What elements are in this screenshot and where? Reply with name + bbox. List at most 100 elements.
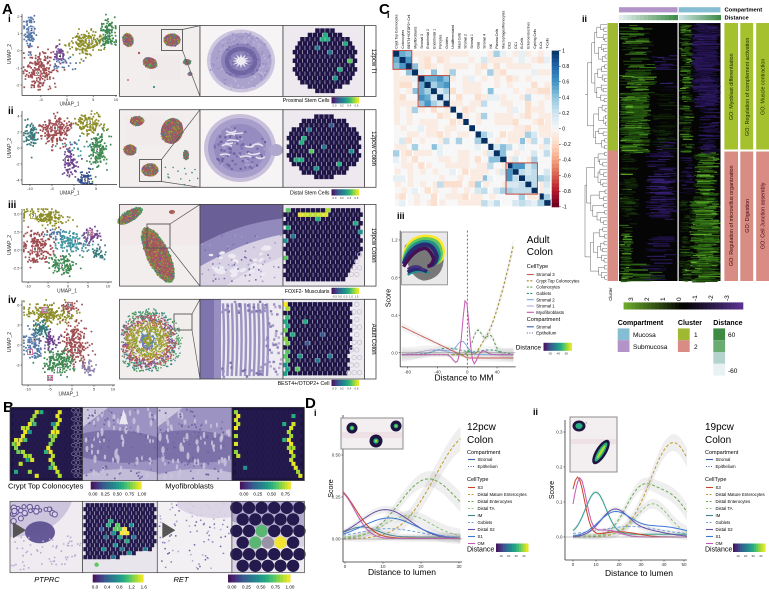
svg-text:-40: -40: [434, 369, 441, 374]
svg-text:-0.4: -0.4: [562, 158, 571, 164]
svg-text:UMAP_1: UMAP_1: [58, 392, 78, 398]
svg-text:-80: -80: [404, 369, 411, 374]
svg-text:0.00: 0.00: [89, 492, 98, 497]
svg-text:30: 30: [456, 564, 462, 569]
svg-text:20: 20: [616, 562, 622, 567]
svg-text:Macrophages/Monocytes: Macrophages/Monocytes: [501, 10, 505, 48]
svg-text:-4: -4: [16, 178, 20, 183]
svg-text:10: 10: [106, 284, 111, 289]
svg-text:0: 0: [34, 247, 37, 252]
svg-text:Goblets: Goblets: [445, 37, 449, 49]
svg-text:Mucosa: Mucosa: [633, 332, 656, 339]
svg-text:0.0: 0.0: [333, 196, 337, 200]
svg-text:1.00: 1.00: [286, 585, 295, 590]
svg-text:2: 2: [30, 27, 33, 32]
svg-text:Distance: Distance: [467, 547, 494, 554]
svg-text:Pericytes: Pericytes: [439, 34, 443, 48]
svg-text:-5: -5: [46, 284, 50, 289]
svg-text:1: 1: [694, 332, 698, 339]
svg-text:-2: -2: [708, 295, 715, 301]
svg-text:10: 10: [499, 554, 503, 558]
svg-text:3: 3: [17, 323, 20, 328]
svg-text:CellType: CellType: [705, 477, 726, 483]
svg-text:40: 40: [495, 369, 501, 374]
svg-text:2: 2: [694, 344, 698, 351]
svg-text:-3: -3: [724, 295, 731, 301]
svg-text:GO: Cell Junction assembly: GO: Cell Junction assembly: [761, 182, 767, 249]
svg-text:0.50: 0.50: [113, 492, 122, 497]
svg-text:iv: iv: [8, 295, 17, 306]
svg-text:0: 0: [572, 562, 575, 567]
svg-text:0.75: 0.75: [125, 492, 134, 497]
svg-text:0.2: 0.2: [340, 386, 344, 390]
svg-text:Proximal Stem Cells: Proximal Stem Cells: [283, 98, 330, 104]
svg-text:0.0: 0.0: [92, 585, 99, 590]
svg-text:GO: Muscle contraction: GO: Muscle contraction: [761, 59, 767, 115]
svg-text:iii: iii: [8, 200, 17, 211]
svg-text:Distal S2: Distal S2: [478, 527, 496, 532]
svg-text:Score: Score: [328, 479, 335, 497]
svg-text:Colon: Colon: [705, 435, 731, 446]
svg-text:Stromal: Stromal: [716, 457, 731, 462]
svg-text:-40: -40: [556, 352, 560, 356]
svg-text:6: 6: [17, 303, 20, 308]
svg-text:1.0: 1.0: [349, 294, 353, 298]
svg-text:DC2: DC2: [508, 42, 512, 49]
svg-text:0.6: 0.6: [355, 196, 359, 200]
svg-text:0.50: 0.50: [257, 585, 266, 590]
svg-text:5: 5: [84, 178, 87, 183]
svg-text:Myofibroblasts: Myofibroblasts: [536, 310, 564, 315]
svg-text:BEST4+/OTOP2+ Cell: BEST4+/OTOP2+ Cell: [278, 381, 330, 387]
svg-text:BEST4+/OTOP2+ Cell: BEST4+/OTOP2+ Cell: [407, 14, 411, 48]
svg-text:Endothelial 2: Endothelial 2: [426, 29, 430, 49]
svg-text:-5: -5: [39, 97, 43, 102]
svg-text:S1: S1: [478, 534, 484, 539]
svg-text:0.4: 0.4: [562, 95, 569, 101]
svg-text:2: 2: [17, 14, 20, 19]
svg-text:Undifferentiated: Undifferentiated: [451, 25, 455, 49]
svg-text:0: 0: [562, 127, 565, 133]
svg-text:0.75: 0.75: [281, 492, 290, 497]
svg-text:-0.8: -0.8: [562, 189, 571, 195]
svg-text:0: 0: [17, 146, 20, 151]
svg-text:0.50: 0.50: [267, 492, 276, 497]
svg-text:10: 10: [111, 387, 116, 392]
svg-text:Compartment: Compartment: [618, 320, 664, 327]
svg-text:7: 7: [32, 214, 35, 219]
svg-text:ii: ii: [533, 407, 538, 417]
svg-text:Endothelial 1: Endothelial 1: [432, 29, 436, 49]
svg-text:0.0: 0.0: [391, 351, 398, 356]
svg-text:0.4: 0.4: [347, 196, 351, 200]
svg-text:0.25: 0.25: [242, 585, 251, 590]
svg-text:GO: Myoblast differentiation: GO: Myoblast differentiation: [729, 53, 735, 120]
svg-text:Distance to lumen: Distance to lumen: [605, 568, 673, 578]
svg-text:0.00: 0.00: [332, 537, 341, 542]
svg-text:20: 20: [507, 554, 511, 558]
svg-text:13: 13: [31, 338, 36, 343]
svg-text:0.4: 0.4: [104, 585, 111, 590]
svg-text:2: 2: [61, 264, 64, 269]
svg-text:-0.6: -0.6: [562, 173, 571, 179]
svg-text:0.6: 0.6: [355, 386, 359, 390]
svg-text:0.0: 0.0: [333, 386, 337, 390]
svg-text:-2: -2: [16, 83, 20, 88]
svg-text:iii: iii: [397, 211, 405, 221]
svg-text:ii: ii: [582, 14, 587, 24]
svg-text:0.0: 0.0: [556, 535, 563, 540]
svg-text:B-Cells: B-Cells: [520, 37, 524, 48]
svg-text:30: 30: [752, 554, 756, 558]
svg-text:IM: IM: [478, 513, 483, 518]
svg-text:Distance: Distance: [705, 547, 732, 554]
svg-text:10: 10: [114, 97, 119, 102]
svg-text:-3: -3: [16, 363, 20, 368]
svg-text:ii: ii: [8, 106, 14, 117]
svg-text:0.1: 0.1: [556, 500, 563, 505]
svg-text:-0.2: -0.2: [562, 142, 571, 148]
svg-text:1.5: 1.5: [355, 294, 359, 298]
svg-text:1: 1: [660, 297, 667, 301]
svg-text:GO: Digestion: GO: Digestion: [745, 199, 751, 233]
svg-text:0.2: 0.2: [340, 196, 344, 200]
svg-text:Myofibroblasts: Myofibroblasts: [414, 26, 418, 48]
svg-text:0.4: 0.4: [347, 386, 351, 390]
svg-text:60: 60: [728, 332, 736, 339]
